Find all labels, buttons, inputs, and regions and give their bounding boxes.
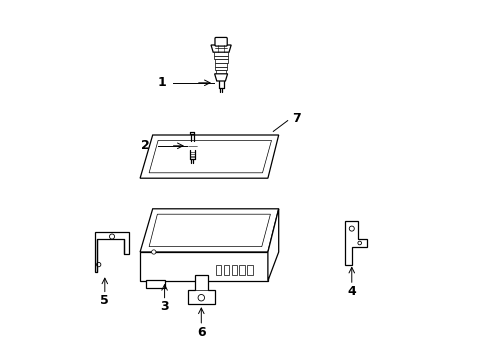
Bar (247, 265, 252, 275)
Text: 7: 7 (292, 112, 301, 125)
Circle shape (357, 241, 361, 245)
Polygon shape (267, 209, 278, 281)
Bar (215, 67, 226, 70)
Polygon shape (140, 252, 267, 281)
Text: 2: 2 (141, 139, 149, 152)
Bar (145, 280, 165, 288)
Circle shape (96, 262, 101, 267)
Text: 5: 5 (100, 294, 109, 307)
Bar (231, 265, 237, 275)
Polygon shape (214, 74, 227, 81)
Text: 1: 1 (157, 76, 166, 89)
Polygon shape (211, 45, 231, 52)
Circle shape (348, 226, 354, 231)
Polygon shape (149, 214, 270, 247)
Text: 4: 4 (346, 285, 355, 298)
Circle shape (198, 294, 204, 301)
Circle shape (151, 250, 156, 254)
Bar (214, 56, 227, 59)
Bar (215, 63, 227, 67)
Polygon shape (149, 140, 271, 173)
Bar (215, 265, 221, 275)
Bar (239, 265, 244, 275)
Polygon shape (345, 221, 366, 265)
Bar (213, 52, 228, 56)
Text: 6: 6 (197, 327, 205, 339)
Bar (214, 59, 227, 63)
Bar (223, 265, 228, 275)
Polygon shape (140, 135, 278, 178)
Polygon shape (95, 232, 129, 272)
Polygon shape (140, 209, 278, 252)
Circle shape (109, 234, 114, 239)
Polygon shape (188, 141, 196, 150)
Bar (215, 70, 226, 74)
FancyBboxPatch shape (215, 37, 227, 46)
Text: 3: 3 (160, 300, 168, 313)
Polygon shape (187, 275, 215, 304)
